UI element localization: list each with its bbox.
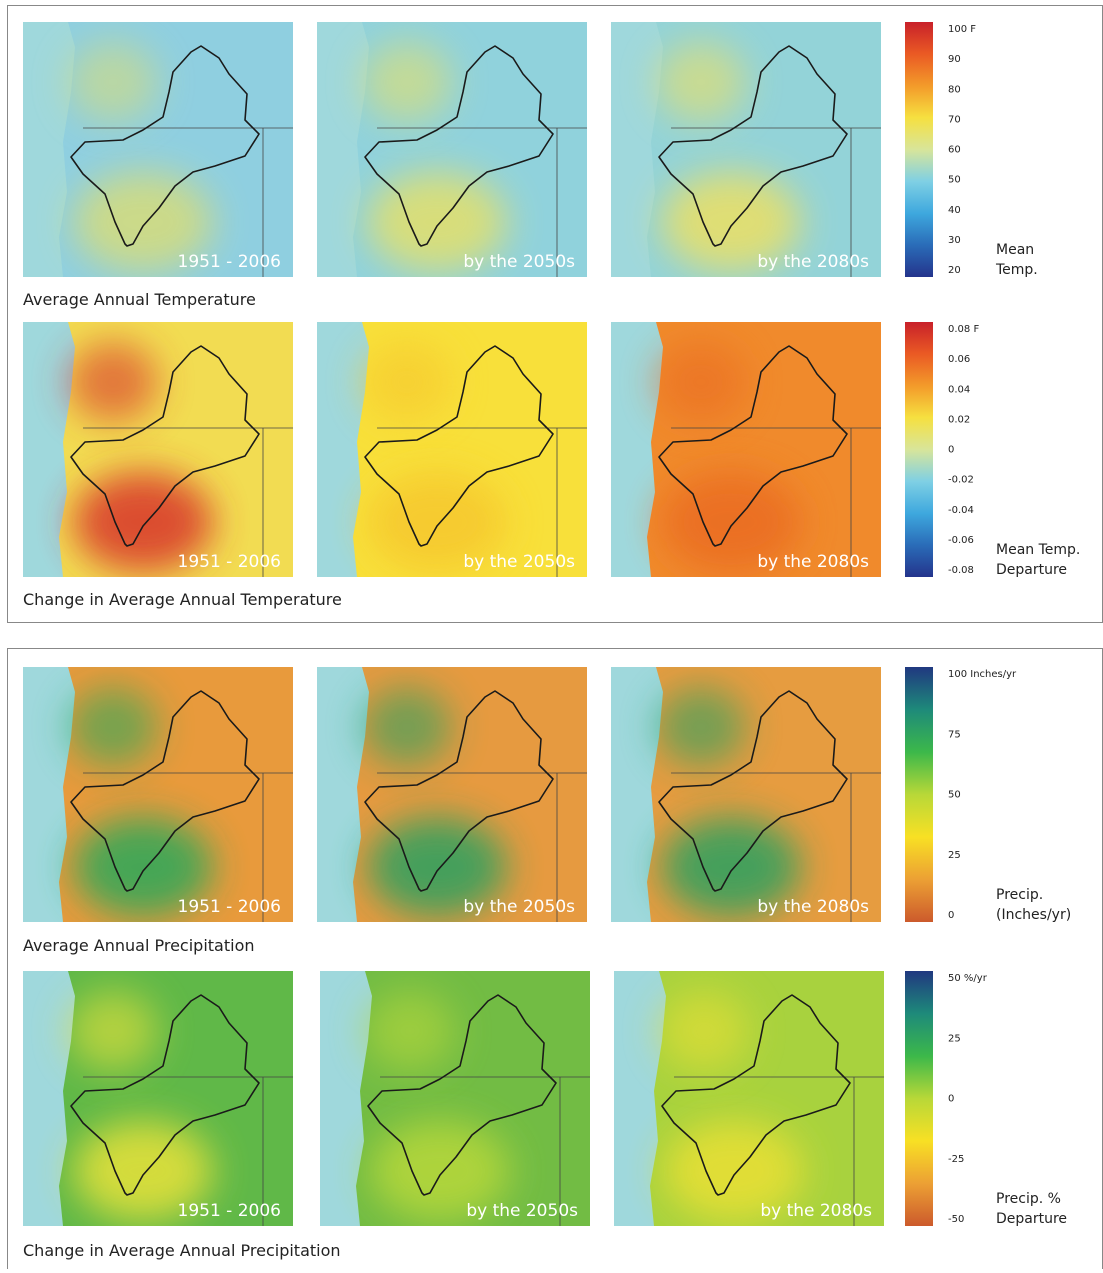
map-label: by the 2080s bbox=[757, 552, 869, 572]
colorbar-tick-label: 50 %/yr bbox=[948, 973, 988, 984]
legend-title: Precip. % bbox=[996, 1191, 1061, 1207]
colorbar bbox=[905, 667, 933, 922]
map-body bbox=[611, 322, 881, 577]
colorbar-tick-label: 25 bbox=[948, 850, 961, 861]
colorbar-tick-label: 0.04 bbox=[948, 384, 970, 395]
map: by the 2080s bbox=[614, 971, 884, 1226]
colorbar bbox=[905, 322, 933, 577]
map: by the 2050s bbox=[317, 667, 587, 922]
map-body bbox=[23, 322, 293, 577]
map: by the 2050s bbox=[320, 971, 590, 1226]
map-label: 1951 - 2006 bbox=[178, 252, 281, 272]
legend-title: Precip. bbox=[996, 887, 1043, 903]
map-body bbox=[23, 22, 293, 277]
land-variation bbox=[362, 687, 452, 767]
map-body bbox=[23, 667, 293, 922]
colorbar-tick-label: -0.04 bbox=[948, 505, 974, 516]
map-label: by the 2050s bbox=[463, 252, 575, 272]
colorbar bbox=[905, 22, 933, 277]
legend-title: Mean Temp. bbox=[996, 542, 1080, 558]
land-variation bbox=[659, 991, 749, 1071]
map: by the 2080s bbox=[611, 22, 881, 277]
map: by the 2050s bbox=[317, 22, 587, 277]
land-variation bbox=[656, 687, 746, 767]
map-label: 1951 - 2006 bbox=[178, 552, 281, 572]
land-variation bbox=[68, 342, 158, 422]
legend-title: Departure bbox=[996, 562, 1067, 578]
map-body bbox=[611, 667, 881, 922]
map-label: by the 2050s bbox=[466, 1201, 578, 1221]
colorbar-tick-label: 80 bbox=[948, 84, 961, 95]
colorbar-tick-label: -0.06 bbox=[948, 535, 974, 546]
colorbar-tick-label: 0 bbox=[948, 445, 954, 456]
legend-title: Mean bbox=[996, 242, 1034, 258]
figure: 1951 - 2006 by the 2050s by the 2080s Avera… bbox=[0, 0, 1103, 1269]
caption: Average Annual Temperature bbox=[23, 290, 256, 309]
caption: Average Annual Precipitation bbox=[23, 936, 255, 955]
map-label: by the 2080s bbox=[757, 252, 869, 272]
legend-title: Temp. bbox=[995, 262, 1038, 278]
land-variation bbox=[68, 42, 158, 122]
colorbar-tick-label: 50 bbox=[948, 790, 961, 801]
colorbar-tick-label: 100 F bbox=[948, 24, 976, 35]
map: by the 2080s bbox=[611, 667, 881, 922]
map: 1951 - 2006 bbox=[23, 22, 293, 277]
map-body bbox=[611, 22, 881, 277]
legend-title: (Inches/yr) bbox=[996, 907, 1071, 923]
map-label: by the 2050s bbox=[463, 552, 575, 572]
map-label: by the 2050s bbox=[463, 897, 575, 917]
map-label: by the 2080s bbox=[760, 1201, 872, 1221]
colorbar-tick-label: 0.02 bbox=[948, 414, 970, 425]
map-body bbox=[614, 971, 884, 1226]
colorbar bbox=[905, 971, 933, 1226]
caption: Change in Average Annual Precipitation bbox=[23, 1241, 341, 1260]
colorbar-tick-label: 60 bbox=[948, 145, 961, 156]
colorbar-tick-label: -0.08 bbox=[948, 565, 974, 576]
colorbar-tick-label: 100 Inches/yr bbox=[948, 669, 1017, 680]
land-variation bbox=[68, 991, 158, 1071]
colorbar-tick-label: 90 bbox=[948, 54, 961, 65]
map-body bbox=[317, 22, 587, 277]
colorbar-tick-label: 70 bbox=[948, 114, 961, 125]
colorbar-tick-label: 0 bbox=[948, 910, 954, 921]
colorbar-tick-label: -25 bbox=[948, 1154, 964, 1165]
land-variation bbox=[362, 342, 452, 422]
land-variation bbox=[68, 687, 158, 767]
map-body bbox=[317, 667, 587, 922]
colorbar-tick-label: 40 bbox=[948, 205, 961, 216]
colorbar-tick-label: 0 bbox=[948, 1094, 954, 1105]
map-label: 1951 - 2006 bbox=[178, 897, 281, 917]
caption: Change in Average Annual Temperature bbox=[23, 590, 342, 609]
legend-title: Departure bbox=[996, 1211, 1067, 1227]
map: 1951 - 2006 bbox=[23, 667, 293, 922]
colorbar-tick-label: -0.02 bbox=[948, 475, 974, 486]
land-variation bbox=[656, 42, 746, 122]
map: by the 2050s bbox=[317, 322, 587, 577]
map-label: 1951 - 2006 bbox=[178, 1201, 281, 1221]
map: 1951 - 2006 bbox=[23, 971, 293, 1226]
colorbar-tick-label: 50 bbox=[948, 175, 961, 186]
map-body bbox=[317, 322, 587, 577]
colorbar-tick-label: 75 bbox=[948, 729, 961, 740]
map: 1951 - 2006 bbox=[23, 322, 293, 577]
colorbar-tick-label: -50 bbox=[948, 1214, 964, 1225]
land-variation bbox=[365, 991, 455, 1071]
map: by the 2080s bbox=[611, 322, 881, 577]
colorbar-tick-label: 0.08 F bbox=[948, 324, 979, 335]
land-variation bbox=[362, 42, 452, 122]
colorbar-tick-label: 20 bbox=[948, 265, 961, 276]
land-variation bbox=[656, 342, 746, 422]
colorbar-tick-label: 25 bbox=[948, 1033, 961, 1044]
colorbar-tick-label: 30 bbox=[948, 235, 961, 246]
map-label: by the 2080s bbox=[757, 897, 869, 917]
colorbar-tick-label: 0.06 bbox=[948, 354, 970, 365]
map-body bbox=[23, 971, 293, 1226]
map-body bbox=[320, 971, 590, 1226]
